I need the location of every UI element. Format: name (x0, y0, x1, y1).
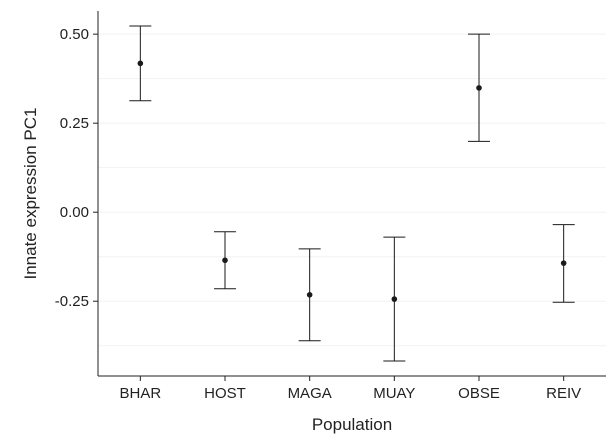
x-tick-label: MAGA (288, 385, 332, 402)
data-point (476, 85, 482, 91)
gridlines (98, 33, 606, 347)
x-tick-label: MUAY (373, 385, 415, 402)
x-tick-label: OBSE (458, 385, 500, 402)
data-point (137, 60, 144, 67)
error-bar-group (129, 25, 152, 102)
tick-marks: -0.25 0.00 0.25 0.50 BHAR HOST MAGA MUAY OBSE REI… (55, 26, 581, 402)
error-bar-group (552, 224, 575, 303)
data-point (391, 296, 398, 302)
error-bar-group (468, 33, 490, 142)
data-point (560, 260, 567, 266)
x-tick-label: REIV (546, 385, 581, 402)
y-tick-label: 0.25 (60, 115, 89, 132)
error-bar-group (383, 236, 406, 362)
data-marks (129, 25, 575, 362)
error-bar-group (214, 231, 236, 290)
y-axis-title: Innate expression PC1 (21, 108, 40, 280)
data-point (222, 257, 228, 264)
x-axis-title: Population (312, 415, 392, 434)
x-tick-label: HOST (204, 385, 246, 402)
data-point (306, 292, 313, 298)
y-tick-label: 0.00 (60, 204, 89, 221)
y-tick-label: -0.25 (55, 293, 89, 310)
x-tick-label: BHAR (119, 385, 161, 402)
error-bar-group (298, 248, 321, 342)
axes (97, 11, 606, 377)
y-tick-label: 0.50 (60, 26, 89, 43)
